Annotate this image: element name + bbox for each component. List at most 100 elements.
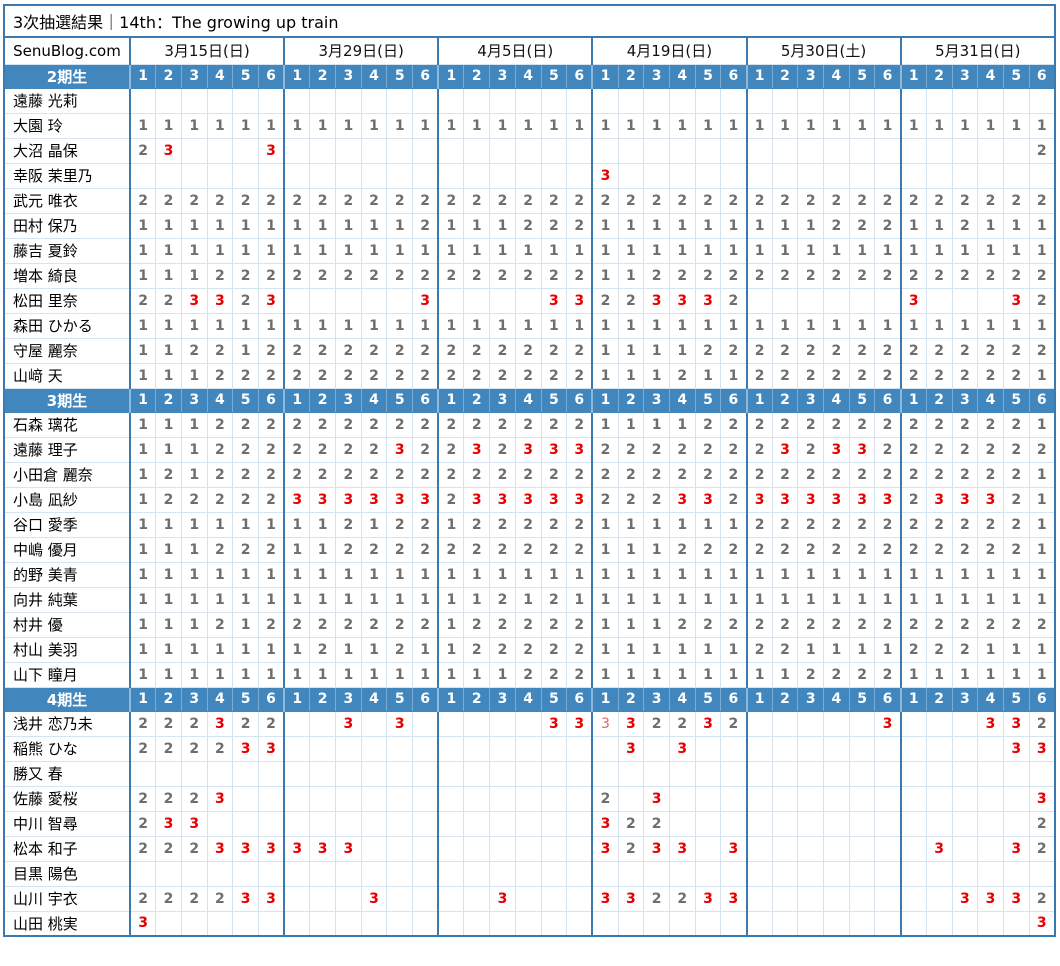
result-cell: 3 <box>951 885 979 912</box>
result-cell: 3 <box>309 486 336 513</box>
result-cell <box>180 910 208 937</box>
result-cell: 3 <box>514 486 542 513</box>
result-cell: 2 <box>540 262 568 289</box>
result-cell: 1 <box>848 636 876 663</box>
result-cell <box>951 910 979 937</box>
result-cell: 1 <box>668 636 696 663</box>
result-cell: 3 <box>206 710 234 737</box>
result-cell <box>360 162 388 189</box>
slot-number: 2 <box>617 63 645 89</box>
member-name: 中川 智尋 <box>3 810 131 837</box>
result-cell <box>1002 760 1030 787</box>
result-cell: 1 <box>643 237 670 264</box>
result-cell <box>591 860 619 887</box>
result-cell: 1 <box>771 112 799 139</box>
result-cell <box>874 735 902 762</box>
result-cell <box>745 810 773 837</box>
result-cell <box>412 760 439 787</box>
result-cell: 1 <box>283 212 311 239</box>
result-cell: 1 <box>335 561 362 588</box>
result-cell <box>899 710 927 737</box>
result-cell: 1 <box>309 661 336 688</box>
result-cell <box>283 910 311 937</box>
result-cell <box>823 910 850 937</box>
result-cell <box>899 162 927 189</box>
result-cell: 1 <box>591 561 619 588</box>
result-cell: 2 <box>899 362 927 389</box>
result-cell <box>848 860 876 887</box>
result-cell: 2 <box>823 611 850 638</box>
result-cell <box>899 735 927 762</box>
result-cell <box>771 87 799 114</box>
result-cell <box>951 710 979 737</box>
member-name: 浅井 恋乃未 <box>3 710 131 737</box>
result-cell: 2 <box>412 461 439 488</box>
result-cell <box>797 137 825 164</box>
member-row: 増本 綺良 1 1 1 2 2 2 2 2 2 2 2 2 2 2 2 2 2 2 1 1 2 2 2 2 2 2 2 2 2 2 2 2 2 2 2… <box>3 262 1056 289</box>
result-cell: 2 <box>874 611 902 638</box>
slot-number: 1 <box>437 63 465 89</box>
result-cell: 2 <box>643 262 670 289</box>
result-cell: 2 <box>668 536 696 563</box>
result-cell: 1 <box>643 112 670 139</box>
result-cell <box>977 785 1004 812</box>
result-cell <box>257 810 285 837</box>
result-cell: 2 <box>489 511 516 538</box>
result-cell <box>412 137 439 164</box>
result-cell: 1 <box>617 337 645 364</box>
member-row: 遠藤 光莉 <box>3 87 1056 114</box>
member-row: 田村 保乃 1 1 1 1 1 1 1 1 1 1 1 2 1 1 1 2 2 2 1 1 1 1 1 1 1 1 1 2 2 2 1 1 2 1 1… <box>3 212 1056 239</box>
result-cell: 1 <box>694 586 722 613</box>
result-cell: 3 <box>335 710 362 737</box>
result-cell: 2 <box>925 411 953 438</box>
result-cell: 3 <box>309 835 336 862</box>
result-cell <box>745 87 773 114</box>
result-cell: 3 <box>925 835 953 862</box>
result-cell: 3 <box>720 885 747 912</box>
result-cell: 2 <box>360 461 388 488</box>
slot-number: 6 <box>566 63 593 89</box>
result-cell <box>694 162 722 189</box>
result-cell <box>540 735 568 762</box>
result-cell: 2 <box>437 187 465 214</box>
result-cell <box>437 910 465 937</box>
member-row: 武元 唯衣 2 2 2 2 2 2 2 2 2 2 2 2 2 2 2 2 2 2 2 2 2 2 2 2 2 2 2 2 2 2 2 2 2 2 2… <box>3 187 1056 214</box>
result-cell: 1 <box>694 362 722 389</box>
result-cell: 2 <box>489 461 516 488</box>
result-cell <box>823 735 850 762</box>
slot-number: 6 <box>566 686 593 712</box>
result-cell <box>540 137 568 164</box>
result-cell: 1 <box>180 411 208 438</box>
result-cell: 1 <box>437 661 465 688</box>
result-cell: 1 <box>180 511 208 538</box>
result-cell: 3 <box>617 735 645 762</box>
result-cell <box>437 735 465 762</box>
result-cell <box>283 87 311 114</box>
result-cell <box>771 910 799 937</box>
result-cell: 1 <box>745 561 773 588</box>
result-cell: 1 <box>745 237 773 264</box>
result-cell: 1 <box>771 586 799 613</box>
result-cell <box>823 885 850 912</box>
result-cell <box>874 760 902 787</box>
result-cell <box>257 785 285 812</box>
result-cell: 1 <box>745 586 773 613</box>
result-cell: 2 <box>848 362 876 389</box>
result-cell: 2 <box>309 337 336 364</box>
result-cell: 3 <box>771 486 799 513</box>
result-cell <box>335 87 362 114</box>
result-cell: 2 <box>925 436 953 463</box>
result-cell: 2 <box>232 461 259 488</box>
result-cell <box>309 87 336 114</box>
slot-number: 3 <box>335 686 362 712</box>
result-cell <box>643 910 670 937</box>
result-cell <box>489 137 516 164</box>
result-cell <box>823 835 850 862</box>
member-row: 松本 和子 2 2 2 3 3 3 3 3 3 3 2 3 3 3 3 3 2 <box>3 835 1056 862</box>
member-row: 村山 美羽 1 1 1 1 1 1 1 2 1 1 2 1 1 2 2 2 2 2 1 1 1 1 1 1 2 2 1 1 1 1 2 2 2 1 1… <box>3 636 1056 663</box>
result-cell: 2 <box>206 262 234 289</box>
result-cell: 2 <box>823 187 850 214</box>
result-cell <box>489 810 516 837</box>
result-cell: 1 <box>1002 237 1030 264</box>
slot-number: 3 <box>180 387 208 413</box>
